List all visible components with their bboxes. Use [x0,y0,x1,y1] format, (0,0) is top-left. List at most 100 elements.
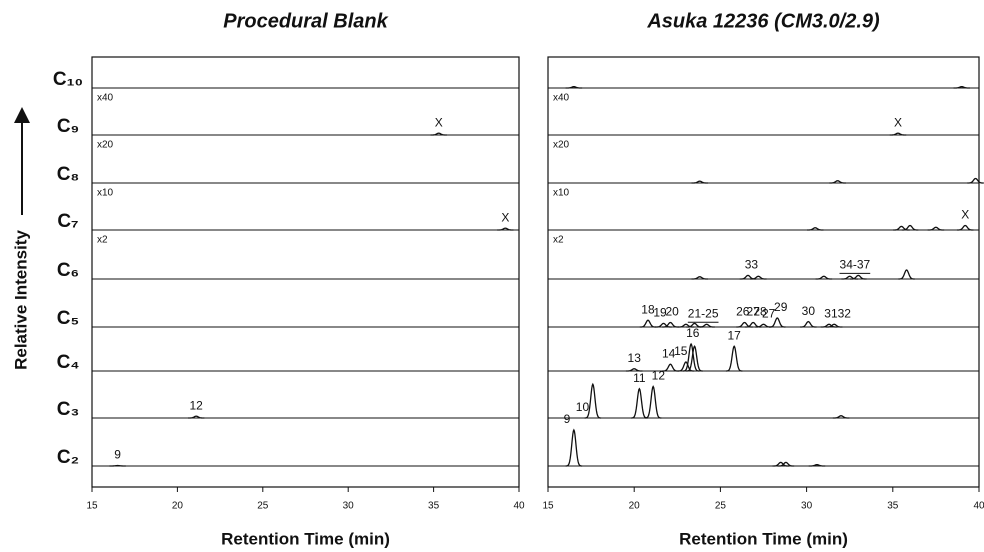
peak-label: X [894,115,902,129]
scale-label: x20 [97,140,114,151]
peak [655,322,672,328]
peak-label: X [961,208,969,222]
peak-label: 12 [652,369,666,383]
scale-label: x40 [97,93,114,104]
scale-label: x2 [97,235,108,246]
peak [686,345,703,372]
peak-label: X [501,210,509,224]
peak-label: 18 [641,302,655,316]
peak [584,382,602,419]
row-label: C₁₀ [53,69,83,90]
peak [769,317,786,328]
peak-label: 30 [802,304,816,318]
peak [825,323,843,328]
peak-label: 12 [190,398,204,412]
peak [893,225,910,231]
peak-label: 21-25 [688,306,719,320]
peak [631,387,648,419]
peak [691,180,708,184]
x-tick-label: 25 [715,501,727,512]
peak [677,361,695,372]
peak [956,224,974,231]
peak [750,275,767,280]
peak [832,415,850,419]
peak [736,321,753,328]
x-tick-label: 30 [801,501,813,512]
peak [841,275,858,280]
peak-label: 19 [653,306,667,320]
peak [927,226,945,231]
peak-label: 15 [674,344,688,358]
peak [639,319,657,328]
peak [898,269,915,280]
peak [772,461,790,467]
row-label: C₇ [57,211,78,232]
peak [187,415,205,419]
peak [901,224,919,231]
x-tick-label: 40 [973,501,984,512]
x-tick-label: 25 [257,501,269,512]
scale-label: x20 [553,140,570,151]
peak [777,461,795,467]
x-tick-label: 40 [513,501,525,512]
plot-frame [91,56,520,488]
row-label: C₂ [57,447,79,468]
peak-label: 28 [753,305,767,319]
peak [644,385,662,419]
peak [820,323,838,328]
peak [815,275,833,280]
panel-title: Asuka 12236 (CM3.0/2.9) [646,10,880,32]
scale-label: x10 [97,188,114,199]
peak [430,132,447,136]
peak-label: 16 [686,326,700,340]
peak [691,276,708,280]
x-tick-label: 15 [86,501,98,512]
peak-label: 33 [745,258,759,272]
peak-label: 10 [576,400,590,414]
peak-label: 14 [662,346,676,360]
peak-label: 3132 [824,306,851,320]
peak [725,345,743,372]
peak-label: 17 [728,328,742,342]
row-label: C₉ [57,116,79,137]
y-axis-label: Relative Intensity [11,230,30,370]
peak-label: 20 [665,305,679,319]
peak-label: 34-37 [840,258,871,272]
x-tick-label: 20 [629,501,641,512]
peak [806,227,824,231]
peak [755,323,772,328]
x-axis-label: Retention Time (min) [679,529,848,548]
peak [497,227,514,231]
x-tick-label: 35 [428,501,440,512]
peak [662,321,679,328]
peak [953,85,971,89]
peak [698,323,715,328]
x-axis-label: Retention Time (min) [221,529,390,548]
peak-label: 29 [774,300,788,314]
plot-frame [547,56,980,488]
peak-label: 13 [628,351,642,365]
peak [565,428,583,467]
row-label: C₅ [57,308,79,329]
peak [808,463,826,467]
peak-label: 27 [746,305,760,319]
peak-label: 9 [564,412,571,426]
peak-label: 9 [114,448,121,462]
peak [625,368,643,372]
peak [967,177,984,184]
x-tick-label: 30 [343,501,355,512]
peak-label: 11 [633,371,646,385]
peak-label: 27 [762,306,776,320]
peak [829,180,846,184]
panel-title: Procedural Blank [223,10,388,32]
peak [565,85,583,89]
row-label: C₃ [57,399,80,420]
peak [800,320,817,328]
peak [662,363,679,372]
peak-label: X [435,115,443,129]
peak [677,323,695,328]
peak [850,274,867,280]
scale-label: x10 [553,188,570,199]
row-label: C₈ [57,164,80,185]
